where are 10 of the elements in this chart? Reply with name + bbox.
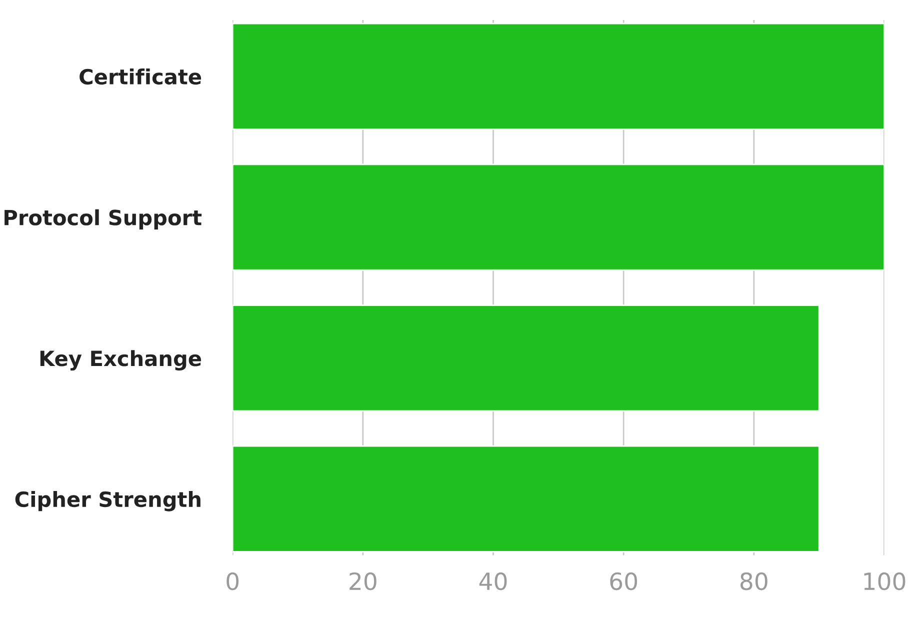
y-tick-label: Certificate — [80, 68, 202, 85]
x-tick-label: 0 — [226, 572, 239, 590]
y-tick-label: Key Exchange — [40, 350, 202, 370]
y-tick-label: Protocol Support — [4, 209, 202, 230]
y-tick-label: Cipher Strength — [15, 491, 200, 512]
x-tick-label: 40 — [479, 572, 507, 590]
x-tick-label: 20 — [350, 572, 376, 590]
x-tick-label: 60 — [610, 572, 638, 590]
x-tick-label: 80 — [740, 572, 768, 590]
x-tick-label: 100 — [864, 572, 906, 590]
